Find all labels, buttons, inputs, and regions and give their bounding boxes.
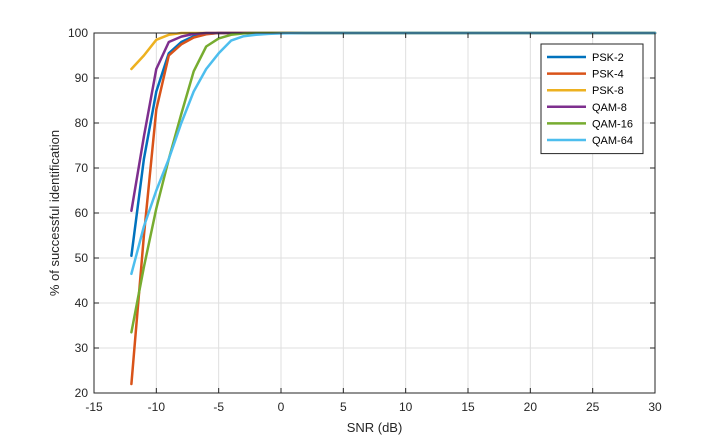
- y-tick-label: 30: [75, 341, 89, 355]
- series-line-qam-64: [130, 31, 657, 276]
- x-tick-label: 20: [524, 400, 538, 414]
- x-tick-label: 25: [586, 400, 600, 414]
- x-tick-label: -15: [85, 400, 103, 414]
- y-tick-label: 90: [75, 71, 89, 85]
- legend-label: QAM-16: [592, 118, 633, 130]
- y-tick-label: 80: [75, 116, 89, 130]
- x-tick-label: 0: [278, 400, 285, 414]
- y-tick-label: 40: [75, 296, 89, 310]
- x-tick-label: 30: [648, 400, 662, 414]
- axes: [93, 32, 656, 394]
- legend-label: QAM-64: [592, 135, 633, 147]
- y-tick-label: 70: [75, 161, 89, 175]
- y-tick-label: 50: [75, 251, 89, 265]
- legend: PSK-2 PSK-4 PSK-8 QAM-8 QAM-16 QAM-64: [540, 43, 644, 155]
- y-tick-label: 60: [75, 206, 89, 220]
- x-tick-label: -5: [213, 400, 224, 414]
- y-tick-label: 100: [68, 26, 88, 40]
- legend-box: [540, 43, 644, 155]
- x-tick-label: -10: [148, 400, 166, 414]
- x-axis-label: SNR (dB): [347, 420, 403, 435]
- legend-label: PSK-2: [592, 52, 624, 64]
- legend-label: PSK-8: [592, 85, 624, 97]
- y-axis-label: % of successful identification: [47, 130, 62, 296]
- x-tick-label: 15: [461, 400, 475, 414]
- tick-labels: -15 -10 -5 0 5 10 15 20 25 30 20 30 40 50 60 70 80 90 100: [68, 26, 662, 414]
- legend-label: PSK-4: [592, 69, 624, 81]
- legend-label: QAM-8: [592, 102, 627, 114]
- x-tick-label: 5: [340, 400, 347, 414]
- x-tick-label: 10: [399, 400, 413, 414]
- y-tick-label: 20: [75, 386, 89, 400]
